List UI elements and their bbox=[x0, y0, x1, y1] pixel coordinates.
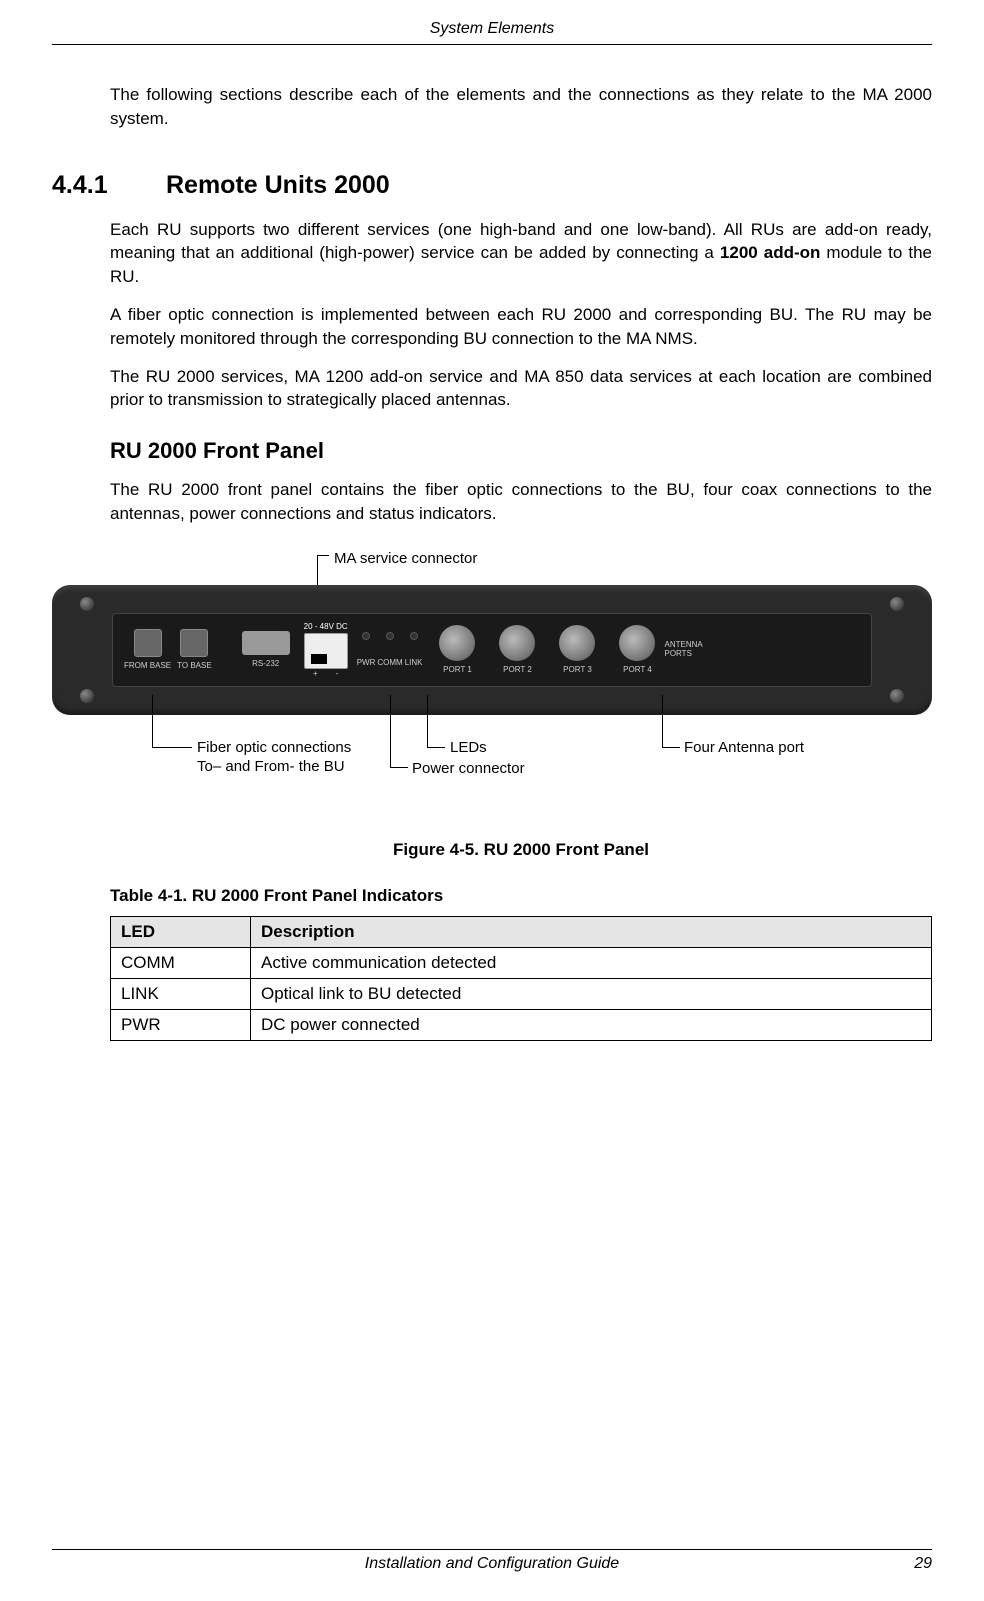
screw-icon bbox=[890, 597, 904, 611]
callout-fiber: Fiber optic connections To– and From- th… bbox=[197, 738, 351, 777]
led-link: LINK bbox=[405, 632, 423, 667]
label-antenna-2: PORTS bbox=[664, 650, 702, 659]
led-pwr: PWR bbox=[357, 632, 376, 667]
footer-center: Installation and Configuration Guide bbox=[52, 1555, 932, 1573]
callout-power: Power connector bbox=[412, 759, 525, 779]
screw-icon bbox=[80, 689, 94, 703]
cell-led: PWR bbox=[111, 1009, 251, 1040]
cell-desc: Active communication detected bbox=[251, 947, 932, 978]
callout-line-antenna bbox=[662, 695, 663, 747]
power-connector: 20 - 48V DC + - bbox=[304, 622, 348, 678]
callout-antenna: Four Antenna port bbox=[684, 738, 804, 758]
rs232-connector: RS-232 bbox=[242, 631, 290, 668]
callout-ma-service: MA service connector bbox=[334, 550, 477, 567]
intro-paragraph: The following sections describe each of … bbox=[110, 83, 932, 131]
callout-line-fiber bbox=[152, 695, 153, 747]
label-port4: PORT 4 bbox=[623, 665, 652, 674]
label-to-base: TO BASE bbox=[177, 661, 212, 670]
led-comm: COMM bbox=[377, 632, 402, 667]
port-1: PORT 1 bbox=[439, 625, 475, 674]
label-port2: PORT 2 bbox=[503, 665, 532, 674]
power-inner-icon bbox=[311, 654, 327, 664]
fiber-port-icon bbox=[180, 629, 208, 657]
label-port1: PORT 1 bbox=[443, 665, 472, 674]
port-2: PORT 2 bbox=[499, 625, 535, 674]
callout-fiber-line2: To– and From- the BU bbox=[197, 757, 351, 777]
rs232-port-icon bbox=[242, 631, 290, 655]
label-dc: 20 - 48V DC bbox=[304, 622, 348, 631]
page-footer: Installation and Configuration Guide 29 bbox=[52, 1549, 932, 1573]
table-header-row: LED Description bbox=[111, 916, 932, 947]
fiber-port-icon bbox=[134, 629, 162, 657]
port-3: PORT 3 bbox=[559, 625, 595, 674]
p1-bold: 1200 add-on bbox=[720, 243, 820, 262]
header-title: System Elements bbox=[430, 20, 554, 37]
section-heading-row: 4.4.1 Remote Units 2000 bbox=[110, 171, 932, 200]
page-content: The following sections describe each of … bbox=[52, 83, 932, 1041]
callout-line-fiber-h bbox=[152, 747, 192, 748]
from-base-connector: FROM BASE bbox=[124, 629, 171, 670]
led-group: PWR COMM LINK bbox=[357, 632, 423, 667]
callout-fiber-line1: Fiber optic connections bbox=[197, 738, 351, 758]
device-panel-inner: FROM BASE TO BASE RS-232 20 - 48V DC bbox=[112, 613, 872, 687]
cell-led: LINK bbox=[111, 978, 251, 1009]
callout-line-leds bbox=[427, 695, 428, 747]
led-icon bbox=[386, 632, 394, 640]
rf-port-icon bbox=[499, 625, 535, 661]
table-title: Table 4-1. RU 2000 Front Panel Indicator… bbox=[110, 886, 932, 906]
label-pwr: PWR bbox=[357, 658, 376, 667]
sub-heading: RU 2000 Front Panel bbox=[110, 438, 932, 464]
polarity-row: + - bbox=[313, 669, 338, 678]
rf-port-icon bbox=[619, 625, 655, 661]
label-minus: - bbox=[336, 669, 339, 678]
label-rs232: RS-232 bbox=[252, 659, 279, 668]
front-panel-diagram: MA service connector FROM BASE TO BASE bbox=[52, 550, 932, 800]
to-base-connector: TO BASE bbox=[177, 629, 212, 670]
label-comm: COMM bbox=[377, 658, 402, 667]
paragraph-1: Each RU supports two different services … bbox=[110, 218, 932, 289]
table-row: COMM Active communication detected bbox=[111, 947, 932, 978]
port-4: PORT 4 bbox=[619, 625, 655, 674]
table-header-led: LED bbox=[111, 916, 251, 947]
paragraph-3: The RU 2000 services, MA 1200 add-on ser… bbox=[110, 365, 932, 413]
callout-line-leds-h bbox=[427, 747, 445, 748]
label-port3: PORT 3 bbox=[563, 665, 592, 674]
callout-leds: LEDs bbox=[450, 738, 487, 758]
rf-port-icon bbox=[439, 625, 475, 661]
section-title: Remote Units 2000 bbox=[166, 171, 390, 200]
callout-line-power-h bbox=[390, 767, 408, 768]
label-link: LINK bbox=[405, 658, 423, 667]
power-port-icon bbox=[304, 633, 348, 669]
figure-caption: Figure 4-5. RU 2000 Front Panel bbox=[110, 840, 932, 860]
cell-led: COMM bbox=[111, 947, 251, 978]
screw-icon bbox=[890, 689, 904, 703]
table-header-desc: Description bbox=[251, 916, 932, 947]
section-number: 4.4.1 bbox=[52, 171, 166, 200]
label-plus: + bbox=[313, 669, 318, 678]
table-row: PWR DC power connected bbox=[111, 1009, 932, 1040]
led-indicator-table: LED Description COMM Active communicatio… bbox=[110, 916, 932, 1041]
led-icon bbox=[362, 632, 370, 640]
screw-icon bbox=[80, 597, 94, 611]
device-panel: FROM BASE TO BASE RS-232 20 - 48V DC bbox=[52, 585, 932, 715]
table-row: LINK Optical link to BU detected bbox=[111, 978, 932, 1009]
footer-page-number: 29 bbox=[914, 1555, 932, 1573]
callout-line-power bbox=[390, 695, 391, 767]
callout-line-antenna-h bbox=[662, 747, 680, 748]
rf-port-icon bbox=[559, 625, 595, 661]
led-icon bbox=[410, 632, 418, 640]
paragraph-2: A fiber optic connection is implemented … bbox=[110, 303, 932, 351]
cell-desc: Optical link to BU detected bbox=[251, 978, 932, 1009]
antenna-ports-label: ANTENNA PORTS bbox=[664, 641, 702, 659]
sub-paragraph: The RU 2000 front panel contains the fib… bbox=[110, 478, 932, 526]
page-header: System Elements bbox=[52, 20, 932, 45]
label-from-base: FROM BASE bbox=[124, 661, 171, 670]
cell-desc: DC power connected bbox=[251, 1009, 932, 1040]
